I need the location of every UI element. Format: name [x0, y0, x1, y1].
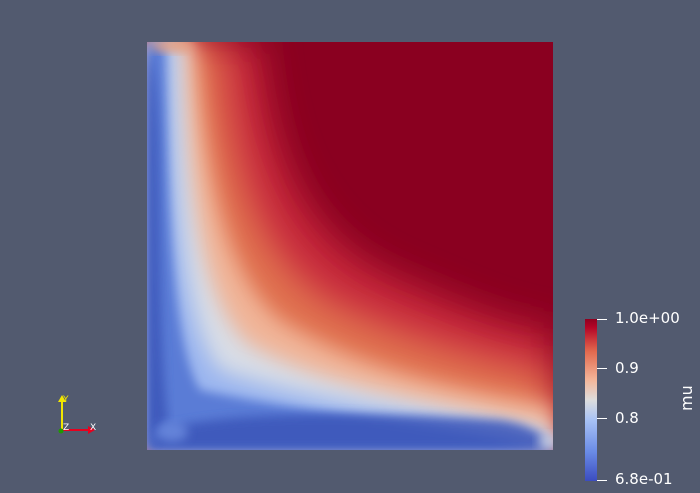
scalar-bar-label-0.9: 0.9 — [615, 359, 639, 377]
y-axis-label: Y — [63, 395, 69, 405]
z-axis-label: Z — [63, 423, 70, 433]
scalar-bar-gradient — [585, 319, 597, 481]
scalar-bar-tick-0.9 — [597, 368, 607, 369]
scalar-bar-label-0.8: 0.8 — [615, 409, 639, 427]
scalar-bar-title: mu — [677, 385, 696, 411]
z-axis-dot — [58, 428, 64, 434]
scalar-bar-label-max: 1.0e+00 — [615, 309, 680, 327]
scalar-bar-tick-max — [597, 319, 607, 320]
scalar-bar-tick-0.8 — [597, 418, 607, 419]
orientation-axes-widget — [58, 395, 95, 434]
scalar-bar-label-min: 6.8e-01 — [615, 470, 673, 488]
y-axis-arrow — [58, 395, 66, 402]
x-axis-arrow — [88, 426, 95, 434]
scalar-bar-tick-min — [597, 480, 607, 481]
x-axis-label: X — [90, 423, 97, 433]
field-surface — [147, 42, 553, 450]
